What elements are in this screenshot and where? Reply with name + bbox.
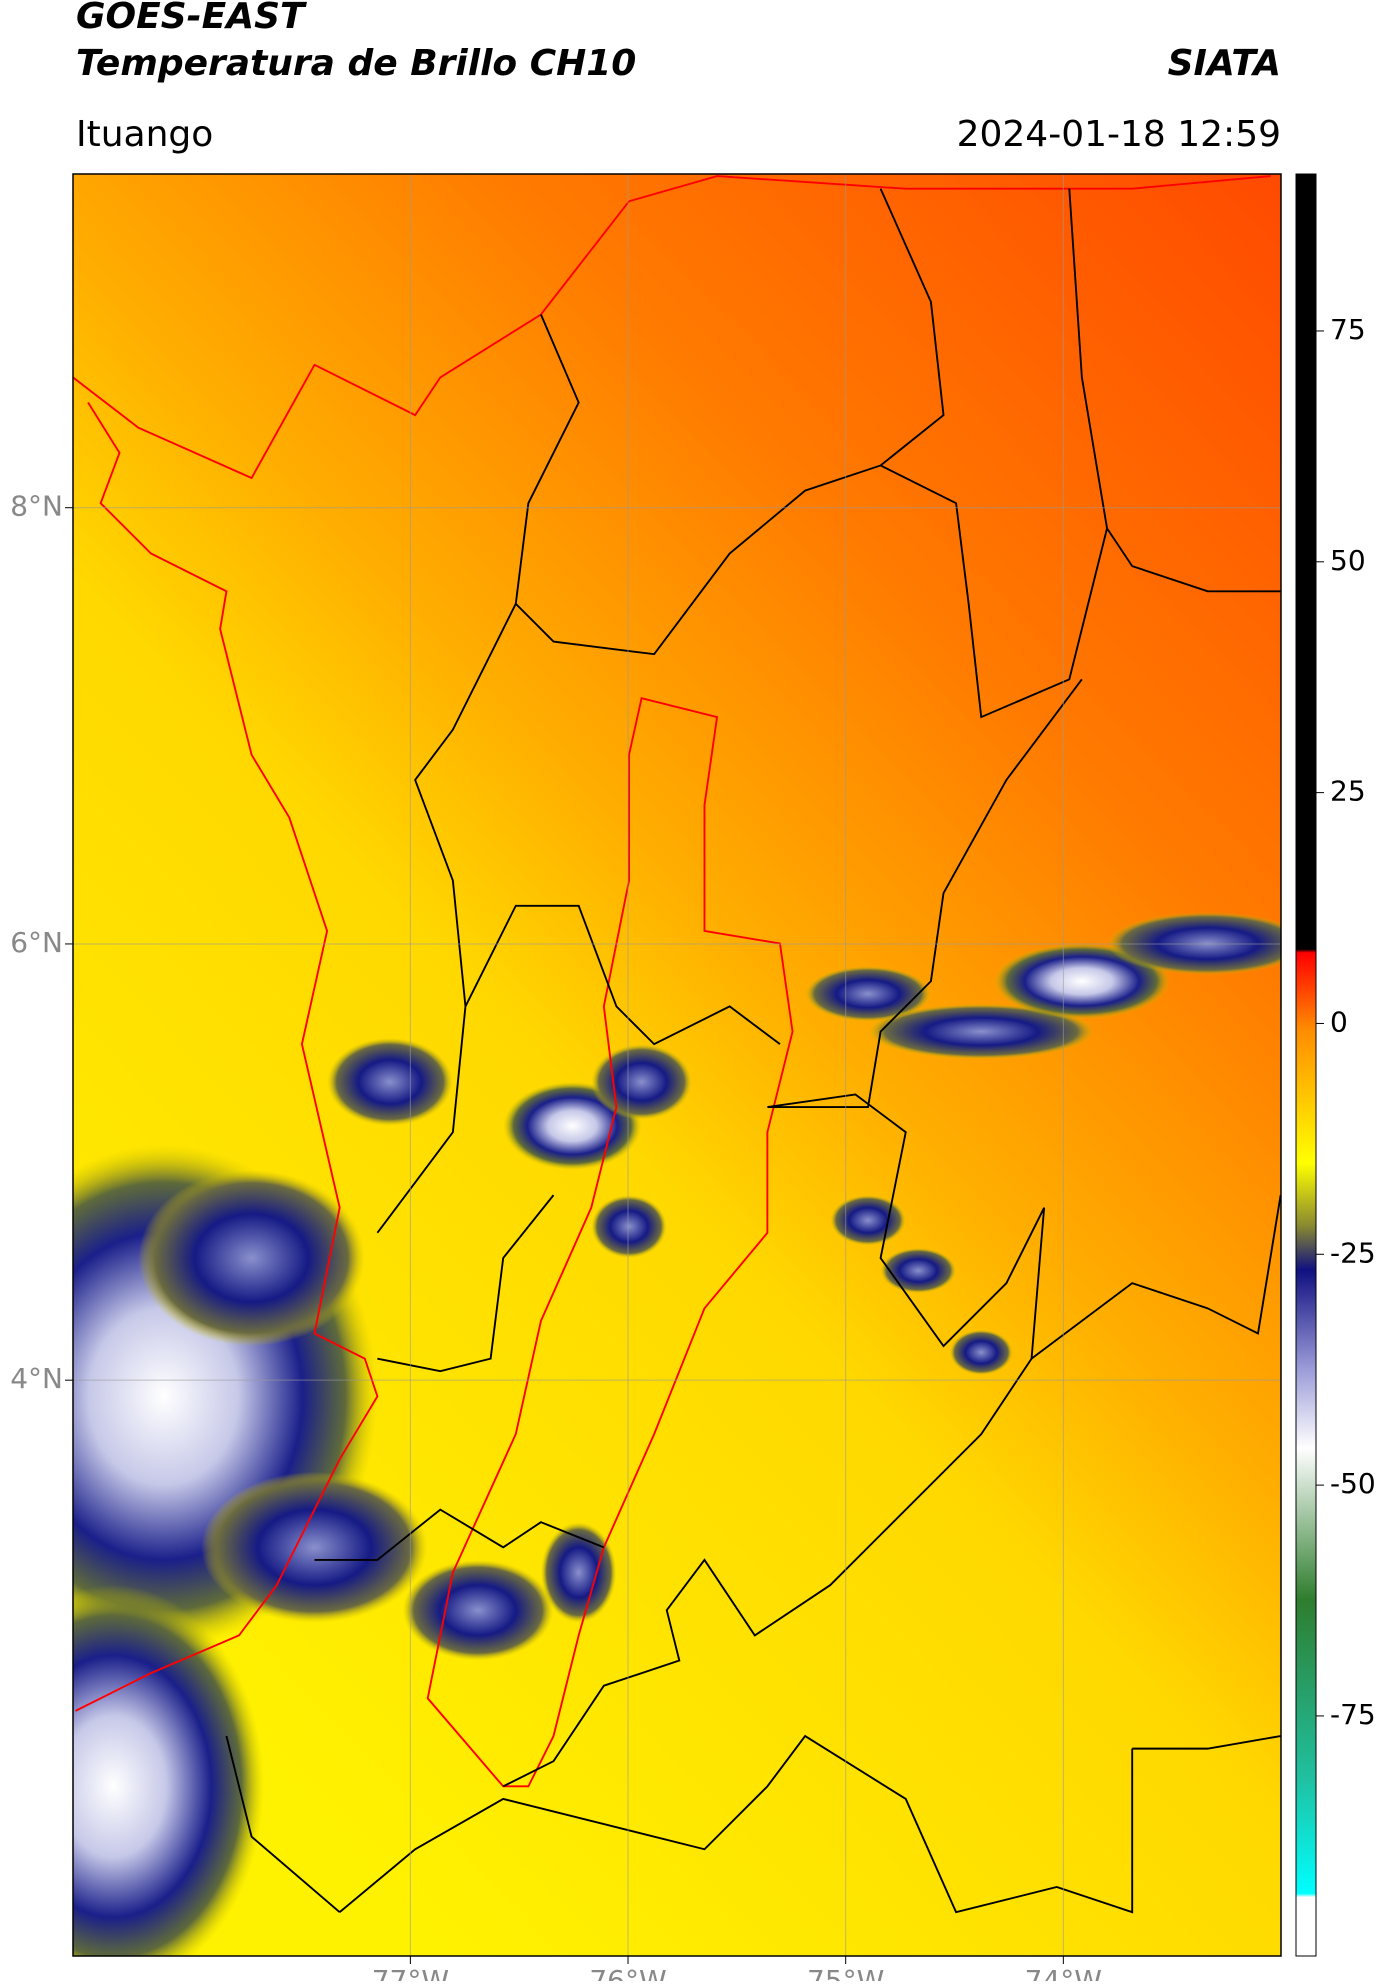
colorbar-label: -50 [1330, 1467, 1376, 1500]
datetime: 2024-01-18 12:59 [957, 114, 1281, 155]
colorbar-label: -25 [1330, 1236, 1376, 1269]
y-tick-label: 6°N [10, 926, 63, 959]
y-tick-label: 4°N [10, 1362, 63, 1395]
map-imagery [73, 174, 1281, 1956]
colorbar [1295, 173, 1317, 1957]
grid [73, 174, 1281, 1956]
location: Ituango [76, 114, 213, 155]
colorbar-label: 0 [1330, 1005, 1348, 1038]
x-tick-label: 75°W [807, 1964, 884, 1981]
title: GOES-EAST [76, 0, 307, 37]
colorbar-label: 75 [1330, 313, 1366, 346]
x-tick-label: 77°W [372, 1964, 449, 1981]
map-frame [72, 173, 1282, 1957]
subtitle: Temperatura de Brillo CH10 [76, 43, 636, 84]
colorbar-label: 50 [1330, 544, 1366, 577]
x-tick-label: 74°W [1025, 1964, 1102, 1981]
colorbar-label: -75 [1330, 1698, 1376, 1731]
y-tick-label: 8°N [10, 490, 63, 523]
colorbar-label: 25 [1330, 775, 1366, 808]
x-tick-label: 76°W [589, 1964, 666, 1981]
source: SIATA [1168, 43, 1281, 84]
